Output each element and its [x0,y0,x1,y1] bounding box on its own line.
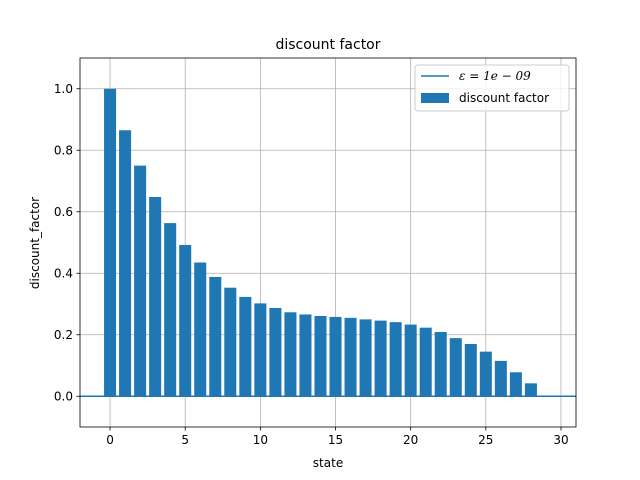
bar-state-24 [464,343,477,397]
bar-state-26 [494,360,507,397]
bar-state-15 [329,316,342,397]
bar-state-28 [524,383,537,397]
x-tick-label: 5 [181,433,189,447]
x-axis-label: state [313,456,343,470]
bar-state-25 [479,351,492,397]
legend: ε = 1e − 09 discount factor [414,64,570,112]
axes-spines [79,57,577,428]
legend-label-epsilon: ε = 1e − 09 [459,69,531,83]
legend-frame [414,64,570,112]
legend-bar-swatch [421,93,449,103]
bar-state-22 [434,331,447,397]
bar-state-3 [149,196,162,397]
bar-state-12 [284,312,297,397]
chart-title: discount factor [275,37,380,53]
y-tick-label: 0.2 [54,328,73,342]
y-tick-label: 0.0 [54,389,73,403]
y-tick-label: 0.4 [54,266,73,280]
bar-state-23 [449,338,462,397]
y-tick-label: 0.6 [54,205,73,219]
bar-state-19 [389,322,402,397]
bar-state-11 [269,307,282,397]
plot-background [80,58,576,427]
bar-state-18 [374,320,387,397]
x-tick-label: 20 [403,433,418,447]
bar-state-2 [134,165,147,397]
bar-state-27 [509,372,522,397]
bar-state-8 [224,287,237,397]
bar-state-0 [104,88,117,397]
bar-state-1 [119,130,132,397]
bar-state-7 [209,276,222,397]
x-tick-label: 15 [328,433,343,447]
legend-label-discount-factor: discount factor [459,91,549,105]
bar-state-17 [359,319,372,397]
x-tick-label: 25 [478,433,493,447]
plot-area [80,58,576,427]
y-tick-label: 1.0 [54,82,73,96]
bar-state-9 [239,296,252,397]
bar-state-13 [299,314,312,397]
x-tick-label: 0 [106,433,114,447]
y-tick-label: 0.8 [54,143,73,157]
x-tick-label: 10 [253,433,268,447]
axes-frame [79,57,577,428]
bar-state-5 [179,244,192,397]
y-axis-label: discount_factor [28,197,42,289]
bar-state-4 [164,223,177,397]
bar-state-10 [254,303,267,397]
bar-state-16 [344,317,357,397]
bars [104,88,537,397]
bar-state-6 [194,262,207,397]
x-tick-label: 30 [553,433,568,447]
ticks: 0 5 10 15 20 25 30 0.0 0.2 0.4 0.6 0.8 1.0 [54,82,569,447]
bar-state-14 [314,315,327,397]
bar-state-21 [419,327,432,397]
bar-state-20 [404,324,417,397]
